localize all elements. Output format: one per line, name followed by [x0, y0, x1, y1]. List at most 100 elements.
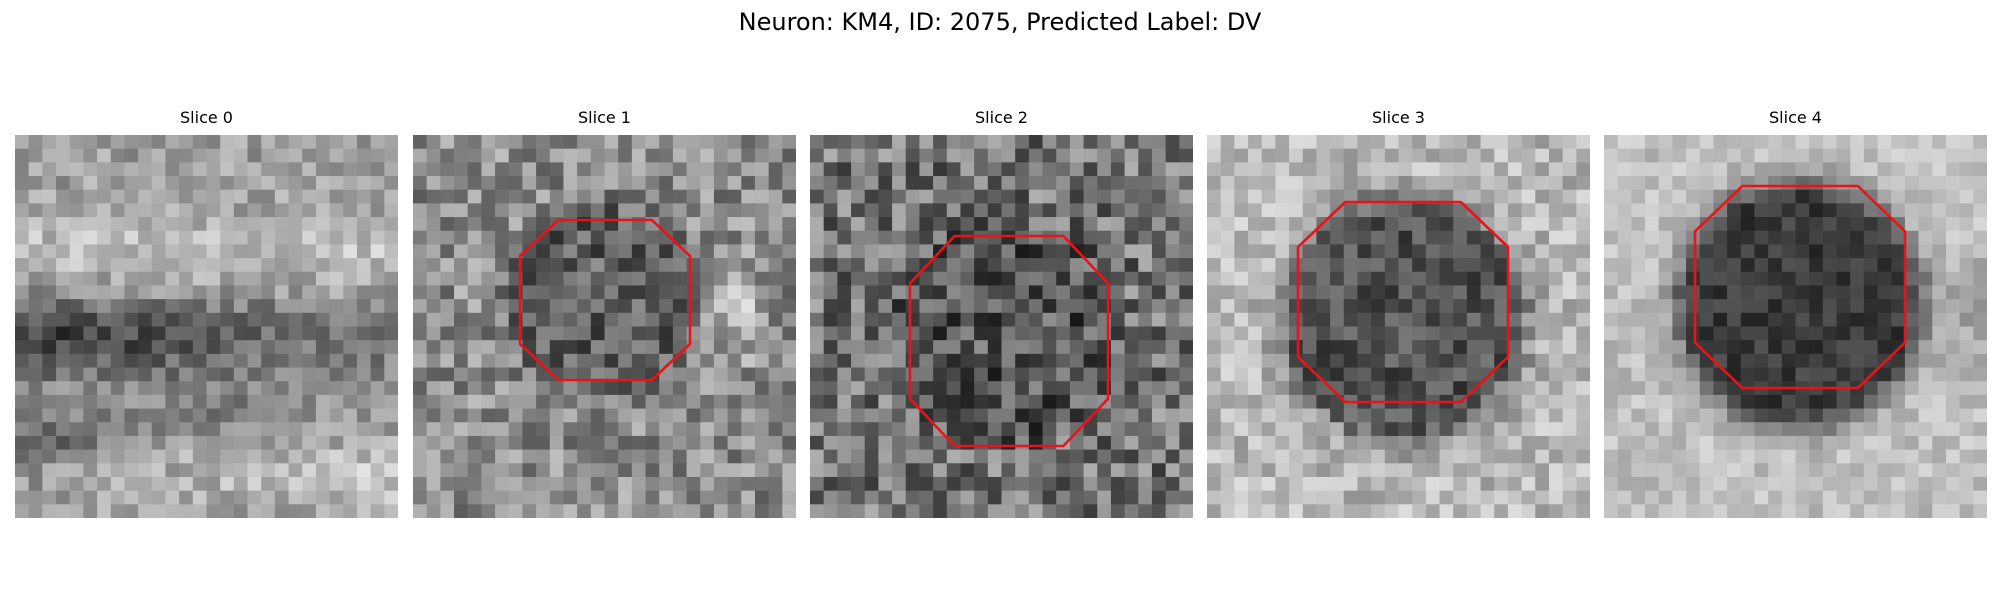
pixel	[1439, 353, 1454, 369]
pixel	[179, 353, 194, 369]
pixel	[1398, 148, 1413, 163]
pixel	[563, 148, 578, 163]
pixel	[28, 326, 43, 341]
pixel	[837, 422, 852, 437]
pixel	[1699, 353, 1715, 369]
pixel	[536, 217, 551, 232]
pixel	[1576, 230, 1590, 246]
pixel	[1740, 230, 1756, 246]
pixel	[823, 394, 838, 410]
pixel	[892, 299, 907, 314]
pixel	[1330, 312, 1345, 328]
pixel	[727, 176, 742, 191]
pixel	[124, 299, 139, 314]
pixel	[672, 258, 688, 273]
pixel	[15, 353, 30, 369]
pixel	[1412, 463, 1427, 478]
pixel	[83, 148, 98, 163]
pixel	[810, 217, 825, 232]
pixel	[56, 312, 71, 328]
pixel	[69, 217, 84, 232]
pixel	[426, 435, 441, 451]
pixel	[1289, 285, 1304, 300]
pixel	[1083, 463, 1098, 478]
pixel	[481, 312, 496, 328]
pixel	[1617, 189, 1632, 204]
slice-title: Slice 4	[1769, 108, 1822, 127]
pixel	[754, 258, 770, 273]
pixel	[1576, 504, 1590, 518]
pixel	[1809, 299, 1824, 314]
pixel	[1015, 435, 1030, 451]
pixel	[1658, 476, 1673, 492]
pixel	[1973, 422, 1987, 437]
pixel	[1220, 244, 1235, 259]
pixel	[1425, 422, 1441, 437]
pixel	[247, 148, 262, 163]
pixel	[83, 189, 98, 204]
pixel	[919, 463, 934, 478]
pixel	[1713, 285, 1728, 300]
pixel	[1713, 162, 1728, 177]
pixel	[1207, 162, 1222, 177]
pixel	[329, 271, 344, 287]
pixel	[1425, 230, 1441, 246]
pixel	[370, 504, 385, 518]
pixel	[1904, 367, 1920, 382]
pixel	[1165, 490, 1180, 505]
slice-title: Slice 0	[180, 108, 233, 127]
pixel	[1727, 435, 1742, 451]
pixel	[370, 135, 385, 150]
pixel	[1289, 381, 1304, 396]
pixel	[1110, 312, 1126, 328]
pixel	[110, 422, 126, 437]
pixel	[1809, 135, 1824, 150]
pixel	[1904, 189, 1920, 204]
pixel	[42, 326, 57, 341]
pixel	[1617, 353, 1632, 369]
pixel	[1207, 340, 1222, 355]
pixel	[1302, 299, 1318, 314]
pixel	[618, 449, 633, 464]
pixel	[1083, 176, 1098, 191]
pixel	[782, 312, 796, 328]
pixel	[549, 504, 565, 518]
pixel	[878, 162, 893, 177]
pixel	[1494, 176, 1509, 191]
pixel	[1945, 203, 1961, 218]
pixel	[1918, 449, 1933, 464]
pixel	[1740, 312, 1756, 328]
pixel	[878, 285, 893, 300]
pixel	[1384, 422, 1400, 437]
pixel	[1850, 476, 1865, 492]
pixel	[370, 203, 385, 218]
pixel	[454, 258, 469, 273]
pixel	[1384, 476, 1400, 492]
pixel	[124, 203, 139, 218]
pixel	[618, 326, 633, 341]
pixel	[659, 435, 674, 451]
pixel	[1658, 340, 1673, 355]
pixel	[384, 463, 398, 478]
pixel	[727, 217, 742, 232]
pixel	[1686, 504, 1701, 518]
pixel	[919, 381, 934, 396]
pixel	[727, 381, 742, 396]
pixel	[192, 340, 208, 355]
pixel	[1809, 504, 1824, 518]
pixel	[1480, 422, 1495, 437]
pixel	[1097, 203, 1112, 218]
pixel	[645, 463, 660, 478]
pixel	[15, 490, 30, 505]
pixel	[1357, 230, 1372, 246]
pixel	[987, 381, 1003, 396]
pixel	[42, 230, 57, 246]
pixel	[1535, 463, 1550, 478]
pixel	[1672, 312, 1687, 328]
pixel	[1658, 244, 1673, 259]
pixel	[522, 285, 537, 300]
pixel	[1863, 504, 1879, 518]
pixel	[426, 340, 441, 355]
pixel	[1645, 394, 1660, 410]
pixel	[454, 394, 469, 410]
